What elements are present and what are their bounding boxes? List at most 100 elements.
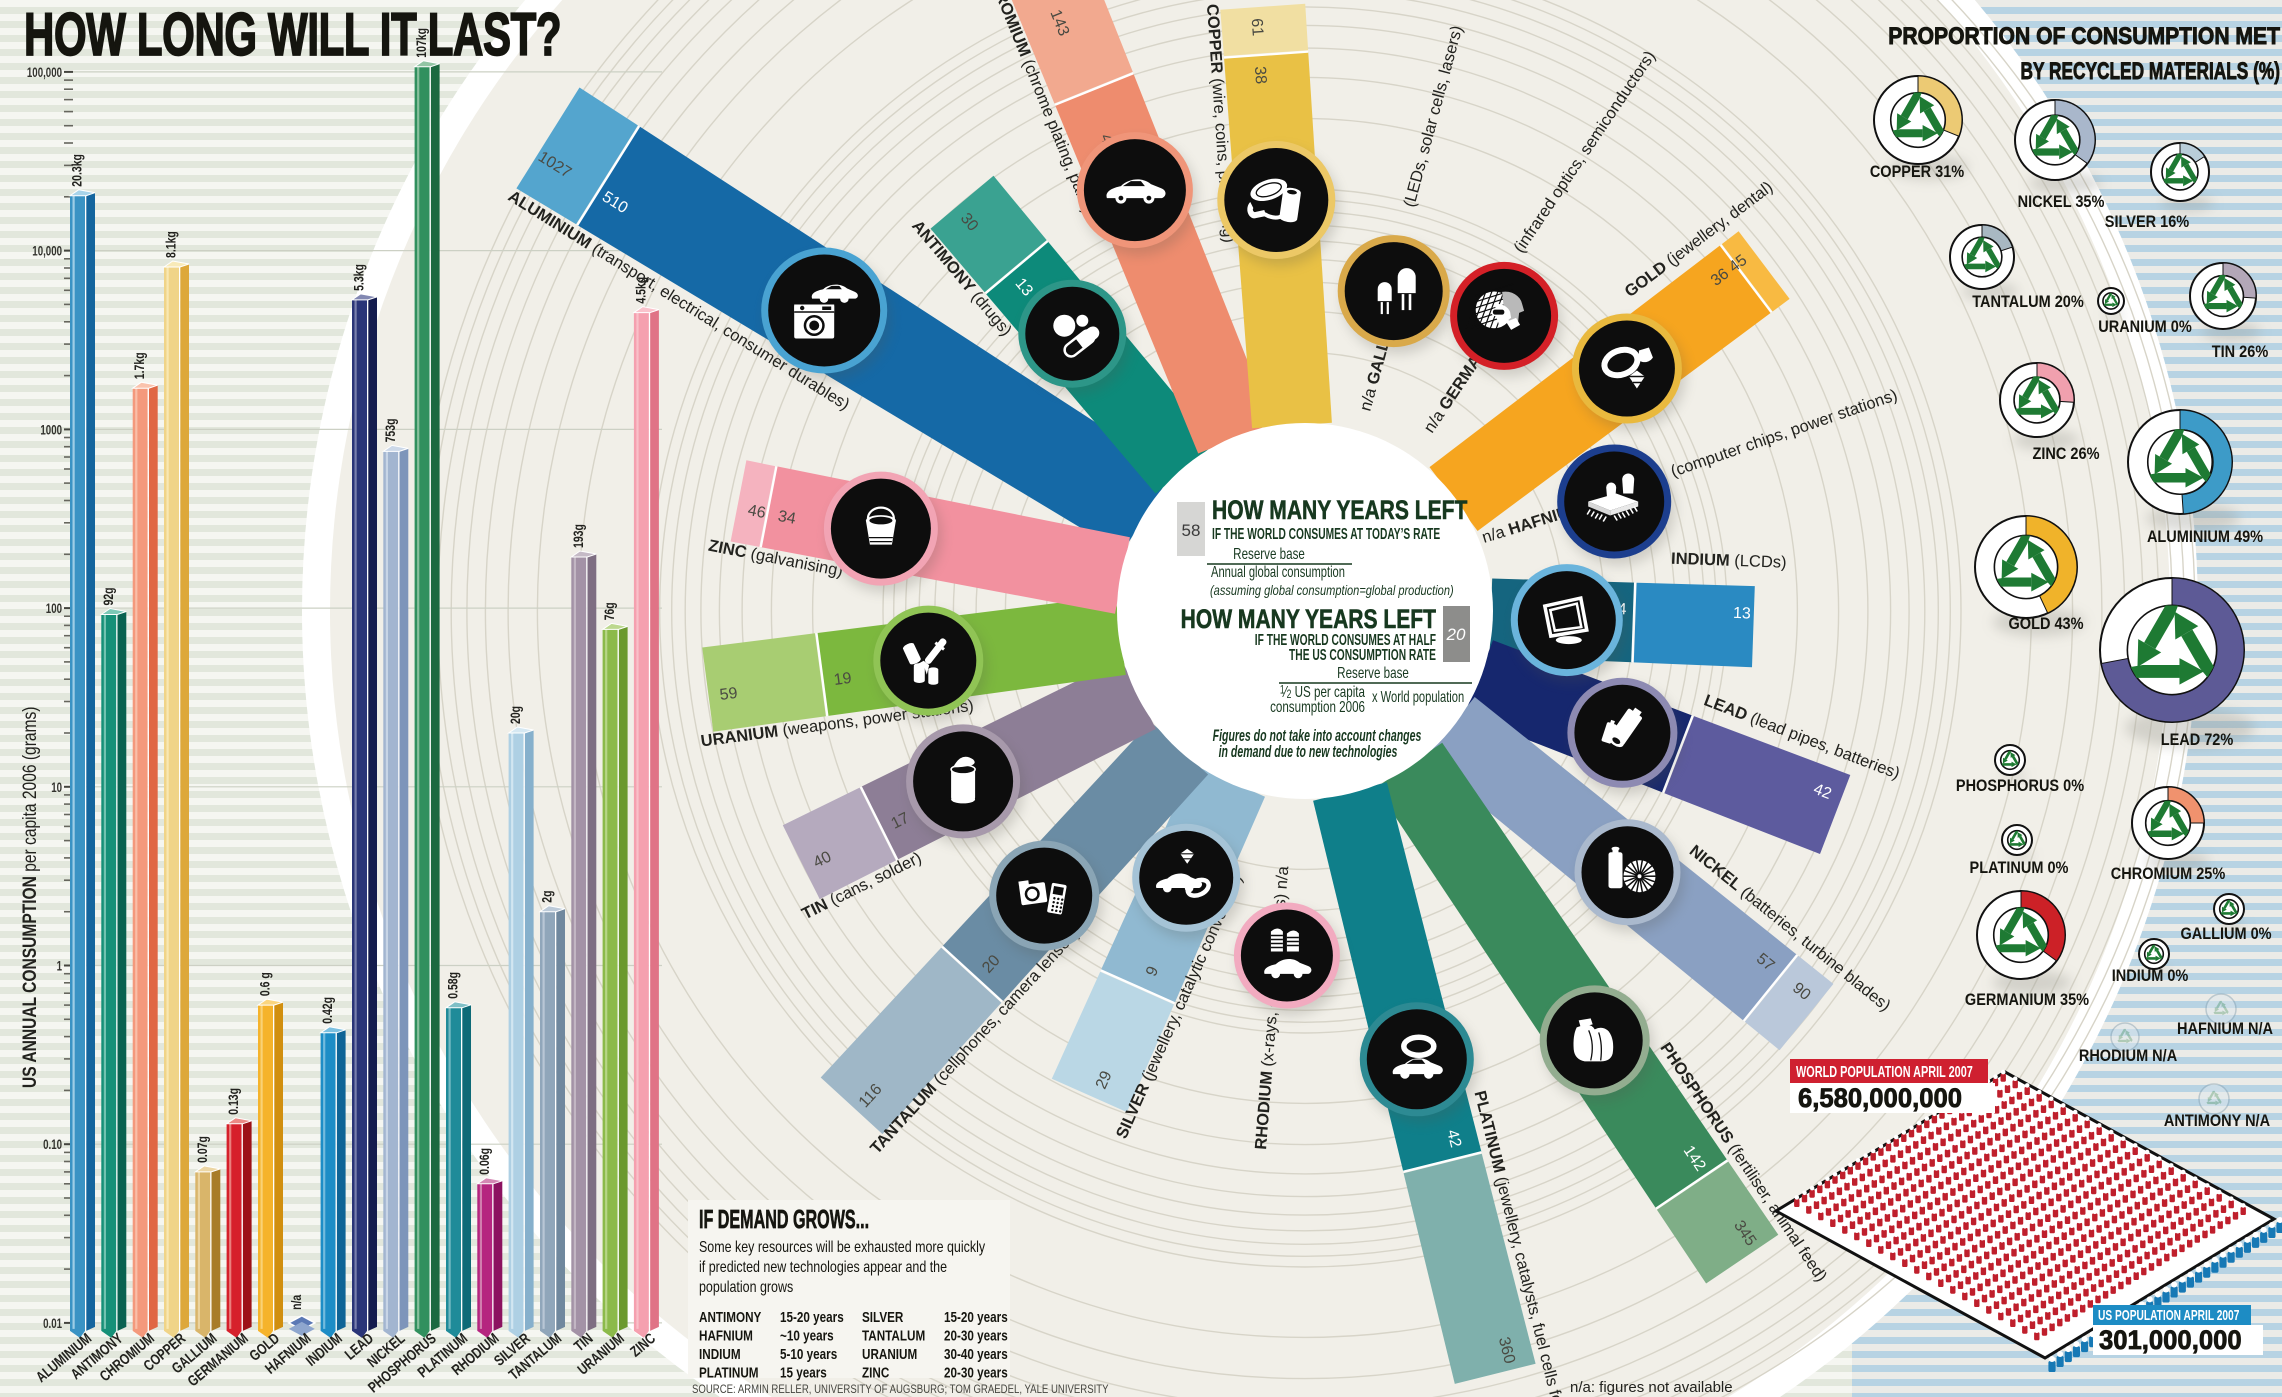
svg-text:20g: 20g xyxy=(508,706,524,724)
svg-text:if predicted new technologies: if predicted new technologies appear and… xyxy=(699,1259,947,1277)
svg-text:INDIUM: INDIUM xyxy=(699,1346,741,1363)
svg-text:GERMANIUM 35%: GERMANIUM 35% xyxy=(1965,991,2089,1009)
svg-text:ZINC: ZINC xyxy=(862,1364,890,1381)
svg-text:SILVER 16%: SILVER 16% xyxy=(2105,213,2190,231)
svg-text:INDIUM (LCDs): INDIUM (LCDs) xyxy=(1671,550,1787,572)
svg-text:1⁄2 US per capita: 1⁄2 US per capita xyxy=(1280,683,1365,701)
svg-text:URANIUM: URANIUM xyxy=(862,1346,917,1363)
svg-text:17: 17 xyxy=(889,810,913,833)
svg-text:Annual global consumption: Annual global consumption xyxy=(1211,563,1345,580)
svg-text:n/a: n/a xyxy=(288,1295,304,1310)
svg-text:0.42g: 0.42g xyxy=(320,997,336,1024)
svg-text:8.1kg: 8.1kg xyxy=(163,231,179,258)
svg-text:TIN 26%: TIN 26% xyxy=(2212,343,2269,361)
svg-text:20-30 years: 20-30 years xyxy=(944,1364,1008,1381)
svg-text:SILVER: SILVER xyxy=(862,1309,904,1326)
svg-text:76g: 76g xyxy=(602,602,618,620)
svg-text:BY RECYCLED MATERIALS (%): BY RECYCLED MATERIALS (%) xyxy=(2021,58,2280,84)
svg-text:population grows: population grows xyxy=(699,1279,793,1297)
svg-text:IF THE WORLD CONSUMES AT HALF: IF THE WORLD CONSUMES AT HALF xyxy=(1255,631,1436,649)
svg-text:WORLD POPULATION APRIL 2007: WORLD POPULATION APRIL 2007 xyxy=(1796,1063,1973,1081)
svg-text:46: 46 xyxy=(746,502,767,522)
svg-text:0.07g: 0.07g xyxy=(194,1136,210,1163)
svg-text:Reserve base: Reserve base xyxy=(1337,664,1409,681)
svg-text:6,580,000,000: 6,580,000,000 xyxy=(1798,1082,1962,1113)
svg-text:40: 40 xyxy=(811,848,835,871)
svg-text:0.6 g: 0.6 g xyxy=(257,972,273,996)
svg-text:(assuming global consumption=g: (assuming global consumption=global prod… xyxy=(1210,583,1454,598)
svg-text:~10 years: ~10 years xyxy=(780,1327,834,1344)
svg-text:THE US CONSUMPTION RATE: THE US CONSUMPTION RATE xyxy=(1289,646,1436,664)
svg-text:GALLIUM 0%: GALLIUM 0% xyxy=(2180,925,2271,943)
svg-text:PLATINUM: PLATINUM xyxy=(699,1364,759,1381)
svg-text:n/a: figures not available: n/a: figures not available xyxy=(1570,1379,1733,1396)
svg-text:0.06g: 0.06g xyxy=(476,1148,492,1175)
svg-text:HOW LONG WILL IT LAST?: HOW LONG WILL IT LAST? xyxy=(24,1,561,68)
svg-text:360: 360 xyxy=(1495,1335,1518,1365)
svg-text:19: 19 xyxy=(833,670,853,689)
svg-text:2g: 2g xyxy=(539,890,555,902)
svg-text:92g: 92g xyxy=(100,587,116,605)
svg-text:ANTIMONY: ANTIMONY xyxy=(699,1309,761,1326)
svg-text:SOURCE: ARMIN RELLER, UNIVERSI: SOURCE: ARMIN RELLER, UNIVERSITY OF AUGS… xyxy=(692,1383,1109,1396)
svg-text:IF DEMAND GROWS...: IF DEMAND GROWS... xyxy=(699,1204,869,1234)
svg-text:PHOSPHORUS 0%: PHOSPHORUS 0% xyxy=(1956,777,2084,795)
svg-text:0.01: 0.01 xyxy=(43,1316,62,1331)
svg-text:193g: 193g xyxy=(570,524,586,548)
svg-text:20.3kg: 20.3kg xyxy=(69,154,85,187)
svg-text:HAFNIUM: HAFNIUM xyxy=(699,1327,753,1344)
svg-text:4.5kg: 4.5kg xyxy=(633,277,649,304)
svg-text:COPPER 31%: COPPER 31% xyxy=(1870,163,1965,181)
svg-text:RHODIUM N/A: RHODIUM N/A xyxy=(2079,1047,2177,1065)
svg-text:42: 42 xyxy=(1443,1128,1464,1149)
svg-text:13: 13 xyxy=(1733,605,1751,623)
svg-text:ZINC 26%: ZINC 26% xyxy=(2033,445,2100,463)
svg-text:US POPULATION APRIL 2007: US POPULATION APRIL 2007 xyxy=(2098,1306,2239,1324)
svg-text:IF THE WORLD CONSUMES AT TODAY: IF THE WORLD CONSUMES AT TODAY’S RATE xyxy=(1212,525,1440,543)
svg-text:1000: 1000 xyxy=(40,423,62,438)
svg-text:Figures do not take into accou: Figures do not take into account changes xyxy=(1213,726,1422,745)
svg-text:58: 58 xyxy=(1182,521,1201,540)
svg-text:5-10 years: 5-10 years xyxy=(780,1346,837,1363)
svg-text:TANTALUM 20%: TANTALUM 20% xyxy=(1972,293,2084,311)
svg-text:107kg: 107kg xyxy=(414,28,430,58)
svg-text:15 years: 15 years xyxy=(780,1364,827,1381)
svg-text:29: 29 xyxy=(1093,1068,1116,1091)
svg-text:5.3kg: 5.3kg xyxy=(351,264,367,291)
svg-text:INDIUM 0%: INDIUM 0% xyxy=(2112,967,2189,985)
svg-text:0.13g: 0.13g xyxy=(226,1088,242,1115)
svg-text:20-30 years: 20-30 years xyxy=(944,1327,1008,1344)
svg-text:100,000: 100,000 xyxy=(27,65,62,80)
svg-text:61: 61 xyxy=(1248,18,1266,37)
svg-text:20: 20 xyxy=(1446,625,1466,644)
svg-text:in demand due to new technolog: in demand due to new technologies xyxy=(1219,742,1398,761)
svg-text:PLATINUM 0%: PLATINUM 0% xyxy=(1970,859,2069,877)
svg-text:15-20 years: 15-20 years xyxy=(780,1309,844,1326)
svg-text:753g: 753g xyxy=(382,418,398,442)
svg-text:URANIUM 0%: URANIUM 0% xyxy=(2098,318,2192,336)
svg-text:1.7kg: 1.7kg xyxy=(132,352,148,379)
svg-text:0.58g: 0.58g xyxy=(445,972,461,999)
svg-text:1: 1 xyxy=(57,959,63,974)
svg-text:HOW MANY YEARS LEFT: HOW MANY YEARS LEFT xyxy=(1181,605,1437,635)
svg-text:59: 59 xyxy=(719,685,739,704)
svg-text:ANTIMONY N/A: ANTIMONY N/A xyxy=(2164,1112,2270,1130)
svg-text:US ANNUAL CONSUMPTION per capi: US ANNUAL CONSUMPTION per capita 2006 (g… xyxy=(19,707,41,1088)
svg-text:34: 34 xyxy=(777,508,798,528)
svg-text:301,000,000: 301,000,000 xyxy=(2099,1324,2242,1355)
svg-text:Some key resources will be exh: Some key resources will be exhausted mor… xyxy=(699,1239,986,1257)
svg-text:consumption 2006: consumption 2006 xyxy=(1270,698,1365,715)
svg-text:x World population: x World population xyxy=(1372,688,1464,705)
svg-text:15-20 years: 15-20 years xyxy=(944,1309,1008,1326)
svg-text:HAFNIUM N/A: HAFNIUM N/A xyxy=(2177,1020,2273,1038)
svg-text:0.10: 0.10 xyxy=(43,1138,62,1153)
svg-text:CHROMIUM 25%: CHROMIUM 25% xyxy=(2111,865,2226,883)
svg-text:HOW MANY YEARS LEFT: HOW MANY YEARS LEFT xyxy=(1212,496,1468,526)
svg-text:GOLD 43%: GOLD 43% xyxy=(2009,615,2084,633)
svg-text:30-40 years: 30-40 years xyxy=(944,1346,1008,1363)
svg-text:10,000: 10,000 xyxy=(32,244,62,259)
svg-text:42: 42 xyxy=(1811,781,1834,803)
svg-text:100: 100 xyxy=(46,602,63,617)
svg-text:10: 10 xyxy=(51,780,62,795)
svg-text:ALUMINIUM 49%: ALUMINIUM 49% xyxy=(2147,528,2263,546)
